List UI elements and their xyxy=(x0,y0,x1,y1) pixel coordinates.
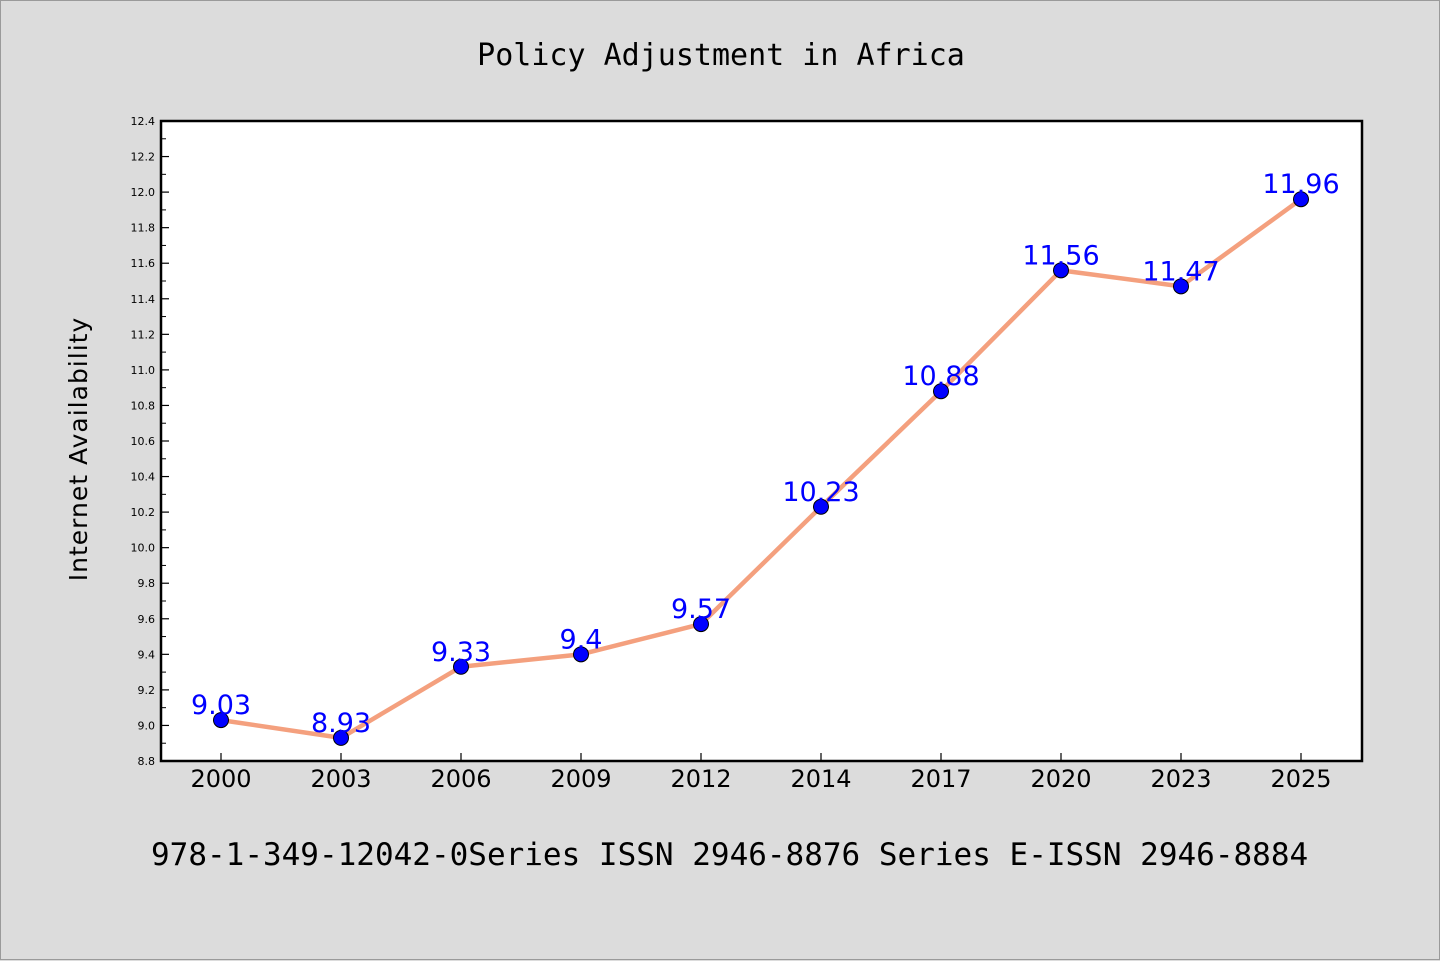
x-tick-label: 2023 xyxy=(1150,765,1211,793)
data-point-marker xyxy=(1293,191,1309,208)
series-layer xyxy=(220,197,1303,741)
data-point-marker xyxy=(933,383,949,400)
data-point-marker xyxy=(813,498,829,515)
data-label: 11.47 xyxy=(1142,256,1219,287)
data-point-marker xyxy=(453,658,469,675)
data-label: 10.88 xyxy=(902,361,979,392)
y-tick-label: 8.8 xyxy=(138,755,156,768)
y-tick-label: 9.4 xyxy=(138,648,156,661)
data-label-layer: 9.03 8.93 9.33 9.4 9.57 10.23 10.88 11.56 11.47 1… xyxy=(191,169,1340,739)
data-label: 9.4 xyxy=(560,624,603,655)
y-tick-label: 10.8 xyxy=(131,399,156,412)
x-tick-label: 2000 xyxy=(190,765,251,793)
series-line xyxy=(220,197,1303,741)
x-tick-label: 2025 xyxy=(1270,765,1331,793)
data-point-marker xyxy=(1173,278,1189,295)
data-point-marker xyxy=(213,712,229,729)
y-axis: 8.8 9.0 9.2 9.4 9.6 9.8 10.0 10.2 10.4 10.6 10.8 11… xyxy=(131,115,169,768)
y-tick-label: 11.8 xyxy=(131,222,156,235)
y-tick-label: 9.0 xyxy=(138,719,156,732)
data-label: 11.96 xyxy=(1262,169,1339,200)
y-tick-label: 10.2 xyxy=(131,506,156,519)
data-label: 8.93 xyxy=(311,708,371,739)
data-label: 9.33 xyxy=(431,637,491,668)
x-tick-label: 2003 xyxy=(310,765,371,793)
y-tick-label: 11.6 xyxy=(131,257,156,270)
x-axis: 2000 2003 2006 2009 2012 2014 2017 2020 2023 2025 xyxy=(190,753,1332,793)
y-tick-label: 12.4 xyxy=(131,115,156,128)
data-point-marker xyxy=(573,646,589,663)
y-tick-label: 11.0 xyxy=(131,364,156,377)
x-tick-label: 2017 xyxy=(910,765,971,793)
data-point-marker xyxy=(333,729,349,746)
y-tick-label: 10.0 xyxy=(131,542,156,555)
data-label: 11.56 xyxy=(1022,240,1099,271)
chart-title: Policy Adjustment in Africa xyxy=(477,38,965,73)
x-tick-label: 2006 xyxy=(430,765,491,793)
x-tick-label: 2009 xyxy=(550,765,611,793)
plot-area xyxy=(159,119,1364,763)
marker-layer xyxy=(213,191,1309,746)
y-tick-label: 9.6 xyxy=(138,613,156,626)
data-label: 10.23 xyxy=(782,477,859,508)
x-tick-label: 2014 xyxy=(790,765,851,793)
data-point-marker xyxy=(1053,262,1069,279)
data-label: 9.03 xyxy=(191,690,251,721)
data-label: 9.57 xyxy=(671,594,731,625)
y-tick-label: 11.4 xyxy=(131,293,156,306)
y-tick-label: 10.4 xyxy=(131,471,156,484)
y-tick-label: 12.0 xyxy=(131,186,156,199)
y-tick-label: 10.6 xyxy=(131,435,156,448)
footer-isbn-text: 978-1-349-12042-0Series ISSN 2946-8876 S… xyxy=(151,837,1308,873)
y-tick-label: 9.2 xyxy=(138,684,156,697)
x-tick-label: 2020 xyxy=(1030,765,1091,793)
x-tick-label: 2012 xyxy=(670,765,731,793)
y-tick-label: 12.2 xyxy=(131,151,156,164)
y-tick-label: 9.8 xyxy=(138,577,156,590)
y-tick-label: 11.2 xyxy=(131,328,156,341)
y-axis-label: Internet Availability xyxy=(64,317,93,581)
data-point-marker xyxy=(693,616,709,633)
